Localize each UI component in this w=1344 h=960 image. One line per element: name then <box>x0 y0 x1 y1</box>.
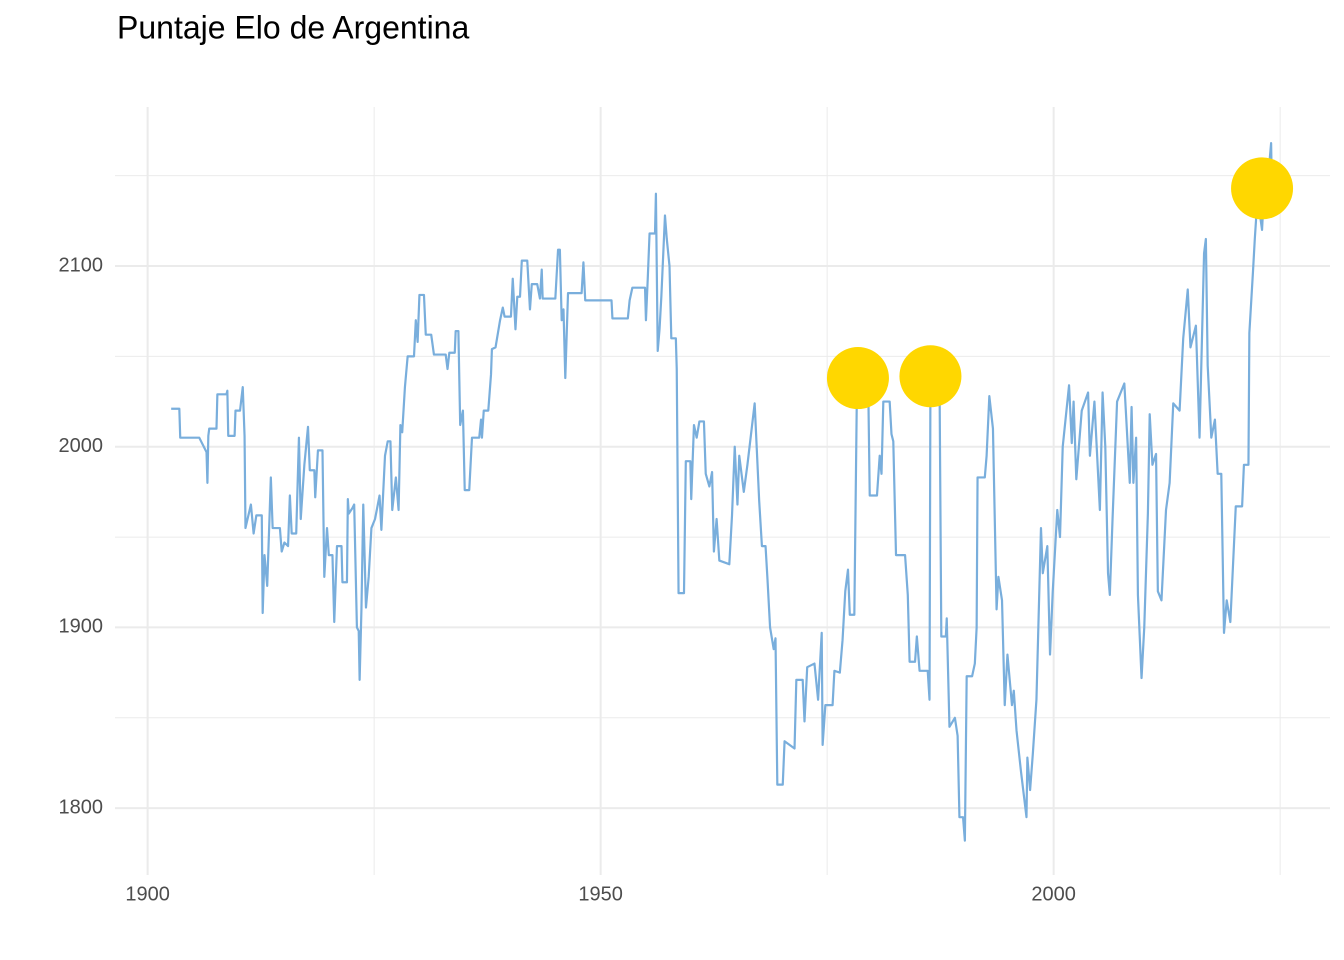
x-tick-label: 2000 <box>1031 883 1076 905</box>
elo-line <box>171 142 1275 842</box>
y-tick-label: 2100 <box>59 254 104 276</box>
y-tick-label: 1800 <box>59 796 104 818</box>
x-tick-label: 1950 <box>578 883 623 905</box>
x-tick-label: 1900 <box>125 883 170 905</box>
chart-title: Puntaje Elo de Argentina <box>117 9 469 45</box>
highlight-point <box>826 347 889 410</box>
y-tick-label: 1900 <box>59 616 104 638</box>
highlight-point <box>1231 157 1294 220</box>
highlight-point <box>899 345 962 408</box>
y-tick-label: 2000 <box>59 435 104 457</box>
